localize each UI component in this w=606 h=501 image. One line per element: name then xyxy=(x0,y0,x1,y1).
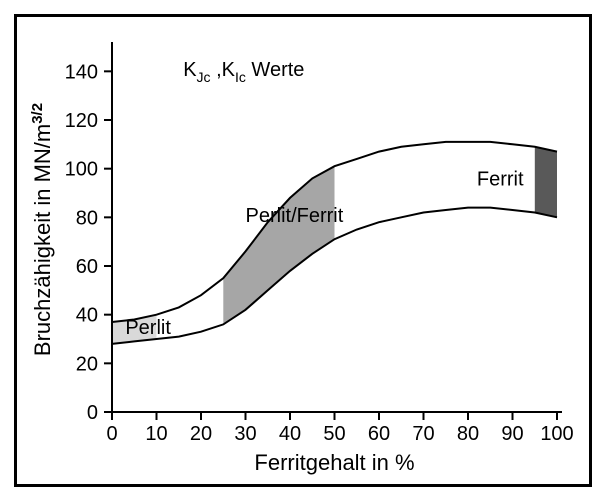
chart-title: KJc ,KIc Werte xyxy=(183,59,304,85)
y-tick-label: 80 xyxy=(76,207,98,229)
region-ferrit xyxy=(535,147,557,218)
x-tick-label: 50 xyxy=(323,423,345,445)
x-tick-label: 20 xyxy=(190,423,212,445)
region-perlit-ferrit xyxy=(223,166,334,324)
region-label-perlit: Perlit xyxy=(125,317,171,339)
x-tick-label: 30 xyxy=(234,423,256,445)
y-tick-label: 60 xyxy=(76,256,98,278)
y-tick-label: 100 xyxy=(65,159,98,181)
y-tick-label: 40 xyxy=(76,305,98,327)
x-tick-label: 40 xyxy=(279,423,301,445)
x-tick-label: 100 xyxy=(540,423,573,445)
toughness-vs-ferrite-chart: 0 10 20 30 40 50 60 70 80 90 100 0 20 40 60 80 100 120 140… xyxy=(17,17,589,484)
y-tick-label: 120 xyxy=(65,110,98,132)
region-label-ferrit: Ferrit xyxy=(477,169,524,191)
region-label-perlit-ferrit: Perlit/Ferrit xyxy=(246,205,344,227)
x-axis-label: Ferritgehalt in % xyxy=(254,450,414,475)
x-tick-label: 90 xyxy=(501,423,523,445)
y-tick-label: 0 xyxy=(87,402,98,424)
chart-frame: 0 10 20 30 40 50 60 70 80 90 100 0 20 40 60 80 100 120 140… xyxy=(14,14,592,487)
x-tick-label: 10 xyxy=(145,423,167,445)
y-axis-label: Bruchzähigkeit in MN/m3/2 xyxy=(29,103,55,356)
x-tick-label: 70 xyxy=(412,423,434,445)
x-tick-label: 80 xyxy=(457,423,479,445)
y-tick-label: 140 xyxy=(65,61,98,83)
x-tick-label: 0 xyxy=(106,423,117,445)
x-tick-label: 60 xyxy=(368,423,390,445)
y-tick-label: 20 xyxy=(76,353,98,375)
